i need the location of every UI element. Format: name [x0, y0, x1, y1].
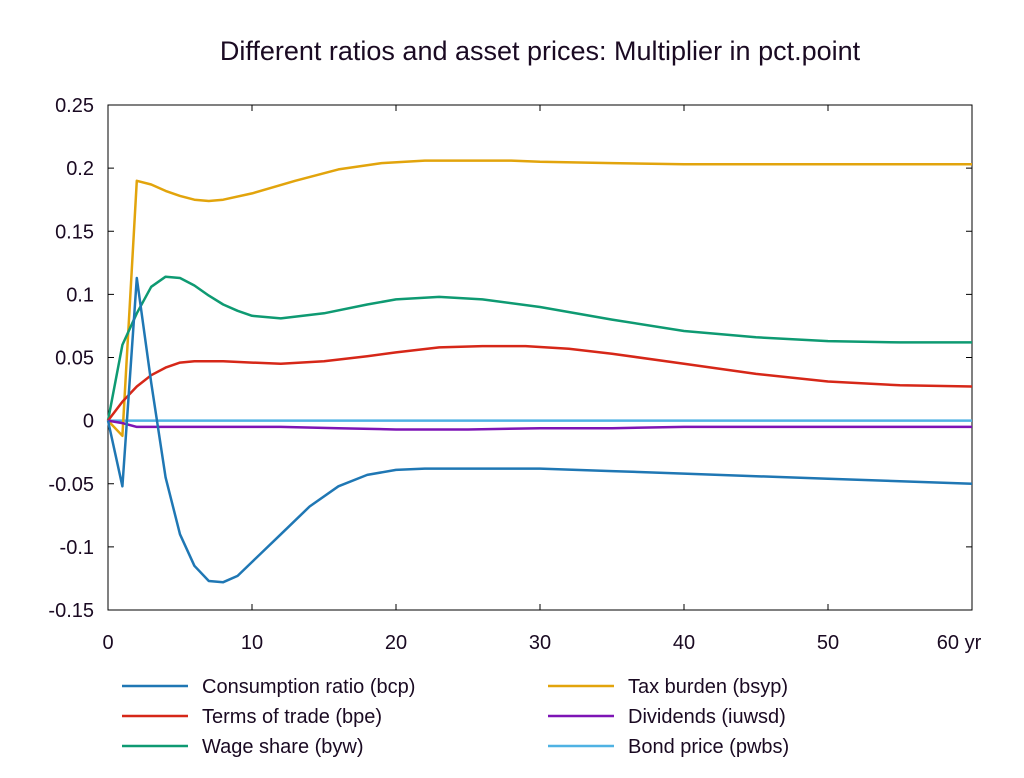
y-tick-label: 0.2 [66, 158, 94, 180]
legend: Consumption ratio (bcp) Terms of trade (b… [122, 676, 789, 758]
series-line-consumption-ratio-bcp [106, 276, 973, 584]
x-tick-label: 50 [817, 632, 839, 654]
x-tick: 50 [817, 105, 839, 654]
plot-area [107, 104, 973, 611]
x-tick: 0 [102, 105, 114, 654]
chart-title: Different ratios and asset prices: Multi… [220, 36, 861, 66]
y-tick: -0.15 [48, 600, 972, 622]
axes: -0.15 -0.1 -0.05 0 0.05 0.1 0.15 0.2 0.25 0 10 20 30… [48, 95, 981, 654]
legend-item: Tax burden (bsyp) [548, 676, 788, 698]
y-tick-label: 0.05 [55, 348, 94, 370]
y-tick: 0.25 [55, 95, 972, 117]
legend-item: Bond price (pwbs) [548, 736, 789, 758]
y-tick-label: -0.05 [48, 474, 94, 496]
y-tick-label: 0.15 [55, 221, 94, 243]
y-tick: 0.2 [66, 158, 972, 180]
y-tick-label: 0 [83, 411, 94, 433]
x-tick: 60 yr [937, 105, 982, 654]
x-tick: 20 [385, 105, 407, 654]
x-tick-label: 40 [673, 632, 695, 654]
legend-item: Terms of trade (bpe) [122, 706, 382, 728]
legend-item: Dividends (iuwsd) [548, 706, 786, 728]
y-tick: -0.1 [60, 537, 972, 559]
series-line-wage-share-byw [106, 275, 972, 421]
series-line-dividends-iuwsd [107, 419, 972, 431]
x-tick-label: 10 [241, 632, 263, 654]
x-tick-label: 20 [385, 632, 407, 654]
legend-label: Terms of trade (bpe) [202, 706, 382, 728]
legend-label: Dividends (iuwsd) [628, 706, 786, 728]
legend-label: Consumption ratio (bcp) [202, 676, 415, 698]
legend-item: Wage share (byw) [122, 736, 364, 758]
y-tick: 0.05 [55, 348, 972, 370]
y-tick-label: -0.1 [60, 537, 94, 559]
y-tick-label: 0.25 [55, 95, 94, 117]
series-line-tax-burden-bsyp [107, 159, 972, 438]
legend-label: Tax burden (bsyp) [628, 676, 788, 698]
legend-label: Wage share (byw) [202, 736, 364, 758]
series-line-terms-of-trade-bpe [107, 344, 973, 422]
series-layer [106, 159, 973, 584]
x-tick-label: 0 [102, 632, 113, 654]
x-tick-label: 30 [529, 632, 551, 654]
legend-label: Bond price (pwbs) [628, 736, 789, 758]
x-tick: 40 [673, 105, 695, 654]
legend-item: Consumption ratio (bcp) [122, 676, 415, 698]
x-tick: 30 [529, 105, 551, 654]
y-tick-label: -0.15 [48, 600, 94, 622]
x-tick-label: 60 yr [937, 632, 982, 654]
y-tick-label: 0.1 [66, 284, 94, 306]
y-tick: 0.1 [66, 284, 972, 306]
x-tick: 10 [241, 105, 263, 654]
y-tick: -0.05 [48, 474, 972, 496]
y-tick: 0.15 [55, 221, 972, 243]
